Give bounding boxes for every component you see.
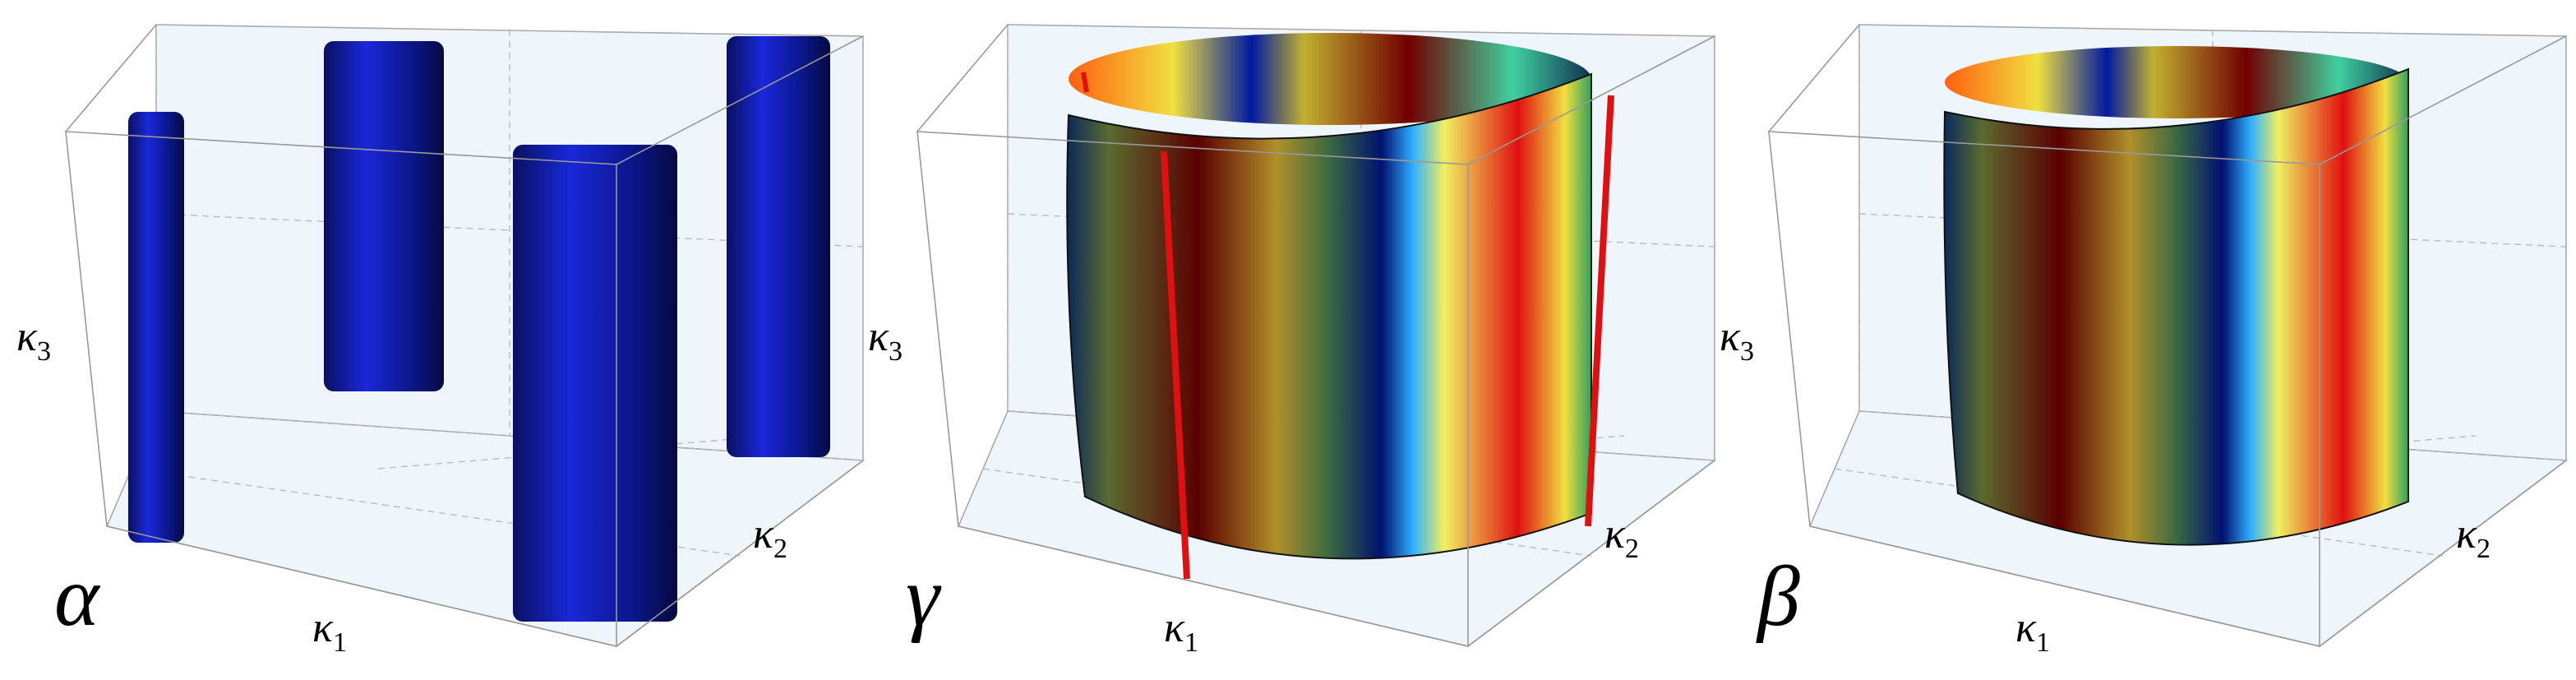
red-line [1585,95,1614,527]
fermi-surface [1943,67,2409,546]
fermi-sheet [128,112,184,543]
fermi-sheet [727,36,830,457]
axis-label: κ2 [1604,511,1639,564]
axis-symbol: κ [753,511,774,557]
axis-symbol: κ [1164,604,1185,651]
axis-index: 3 [1740,336,1754,367]
axis-index: 2 [1625,534,1639,564]
axis-symbol: κ [1604,511,1626,557]
box-edge [1768,24,2567,648]
axis-index: 1 [333,627,347,658]
axis-label: κ2 [753,511,787,564]
grid-line [1858,25,2567,461]
axis-symbol: κ [16,313,38,360]
grid-line [1834,468,2444,557]
axis-symbol: κ [2015,604,2037,651]
axis-index: 3 [37,336,51,367]
box-edge [916,24,1715,648]
red-line [1161,150,1190,580]
axis-label: κ1 [1164,604,1198,658]
axis-label: κ3 [16,313,51,367]
panel-label: γ [906,549,942,644]
axis-symbol: κ [2456,511,2477,557]
fermi-sheet [513,145,677,622]
axis-index: 1 [1184,627,1198,658]
axis-label: κ3 [1720,313,1754,367]
grid-line [1007,25,1715,461]
axis-label: κ2 [2456,511,2491,564]
box-edge [65,24,864,648]
axis-index: 2 [773,534,787,564]
axis-label: κ1 [312,604,347,658]
fermi-surface-inner [1069,33,1591,125]
axis-index: 2 [2477,534,2491,564]
panel-label: β [1756,549,1800,644]
panel-label: α [54,549,101,644]
axis-symbol: κ [312,604,334,651]
axis-index: 1 [2036,627,2050,658]
axis-label: κ3 [868,313,903,367]
fermi-surface-inner [1945,46,2408,118]
red-line [1081,72,1089,93]
axis-symbol: κ [1720,313,1741,360]
fermi-sheet [324,41,444,391]
fermi-surface [1066,72,1592,560]
axis-label: κ1 [2015,604,2050,658]
axis-symbol: κ [868,313,889,360]
axis-index: 3 [889,336,903,367]
